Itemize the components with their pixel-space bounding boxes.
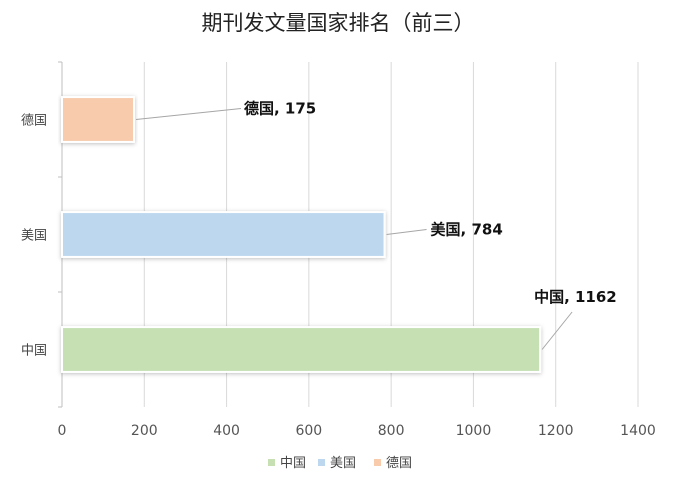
x-tick-label: 1400 [620,423,656,439]
data-label-germany: 德国, 175 [244,100,316,118]
y-category-label: 中国 [21,344,47,359]
leader-line [386,229,427,235]
legend-label: 美国 [330,456,356,471]
bar-china [61,326,542,373]
x-tick-label: 0 [58,423,67,439]
bars [61,96,542,373]
data-label-usa: 美国, 784 [431,221,503,239]
x-tick-label: 1000 [456,423,492,439]
legend-label: 德国 [386,456,412,471]
data-labels: 中国, 1162 美国, 784 德国, 175 [135,100,617,350]
data-label-china: 中国, 1162 [534,288,617,306]
x-tick-label: 800 [378,423,405,439]
y-axis: 0 200 400 600 800 1000 1200 1400 中国 美国 德国 [21,61,656,439]
leader-line [135,108,242,120]
bar-usa [61,211,386,258]
legend-label: 中国 [280,456,306,471]
x-tick-label: 600 [295,423,322,439]
y-category-label: 德国 [21,114,47,129]
x-tick-label: 200 [131,423,158,439]
x-tick-label: 400 [213,423,240,439]
leader-line [541,311,573,350]
bar-germany [61,96,135,143]
legend-swatch [374,459,381,466]
y-category-label: 美国 [21,229,47,244]
x-tick-label: 1200 [538,423,574,439]
legend: 中国 美国 德国 [268,456,412,471]
chart-title: 期刊发文量国家排名（前三） [202,11,475,35]
legend-swatch [268,459,275,466]
legend-swatch [318,459,325,466]
